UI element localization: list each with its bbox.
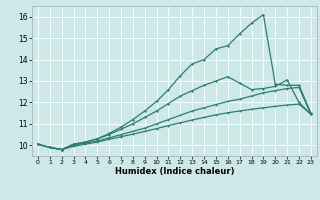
X-axis label: Humidex (Indice chaleur): Humidex (Indice chaleur)	[115, 167, 234, 176]
